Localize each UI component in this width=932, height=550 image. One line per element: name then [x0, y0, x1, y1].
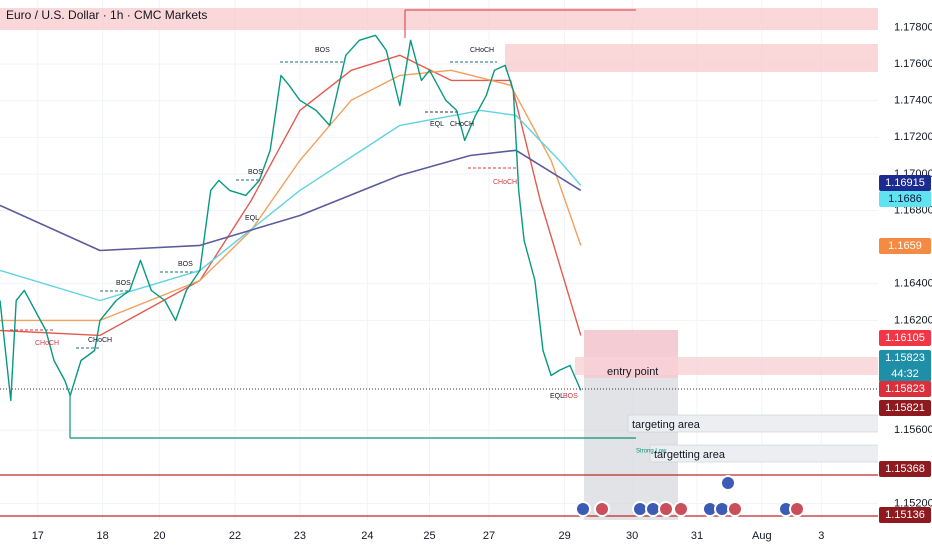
annotation: BOS — [315, 47, 330, 54]
countdown: 44:32 — [891, 368, 919, 380]
event-icon — [727, 501, 743, 517]
event-icon — [720, 475, 736, 491]
annotation: EQL — [245, 215, 259, 222]
annotation: BOS — [248, 169, 263, 176]
event-icon — [673, 501, 689, 517]
annotation: entry point — [607, 366, 658, 378]
price-label-text: 1.15368 — [885, 463, 925, 475]
y-tick-label: 1.16400 — [894, 278, 932, 290]
annotation: targeting area — [632, 419, 701, 431]
price-label — [879, 461, 931, 477]
price-label — [879, 381, 931, 397]
price-line — [0, 109, 582, 302]
annotation: CHoCH — [88, 337, 112, 344]
x-tick-label: 22 — [229, 530, 241, 542]
x-tick-label: 30 — [626, 530, 638, 542]
annotation: CHoCH — [450, 121, 474, 128]
structure-lines — [10, 61, 518, 349]
event-icon — [575, 501, 591, 517]
y-tick-label: 1.17600 — [894, 58, 932, 70]
annotation: Strong Low — [636, 449, 667, 455]
time-axis — [0, 520, 878, 550]
x-tick-label: 20 — [153, 530, 165, 542]
annotation: BOS — [178, 261, 193, 268]
price-label-text: 1.15823 — [885, 383, 925, 395]
event-icon — [714, 501, 730, 517]
x-tick-label: 29 — [558, 530, 570, 542]
x-tick-label: 3 — [818, 530, 824, 542]
annotation: targetting area — [654, 449, 726, 461]
axes: 1.178001.176001.174001.172001.170001.168… — [32, 21, 932, 542]
x-tick-label: Aug — [752, 530, 772, 542]
price-label — [879, 191, 931, 207]
annotation: BOS — [116, 280, 131, 287]
price-line — [0, 34, 582, 402]
annotation: EQL — [430, 121, 444, 128]
y-tick-label: 1.15200 — [894, 497, 932, 509]
y-tick-label: 1.16800 — [894, 204, 932, 216]
y-tick-label: 1.16200 — [894, 314, 932, 326]
annotation: EQL — [550, 393, 564, 400]
x-tick-label: 25 — [423, 530, 435, 542]
price-label-text: 1.15136 — [885, 509, 925, 521]
x-tick-label: 18 — [97, 530, 109, 542]
price-label — [879, 400, 931, 416]
price-label — [879, 175, 931, 191]
price-line — [0, 69, 582, 322]
y-tick-label: 1.17800 — [894, 21, 932, 33]
price-line — [0, 149, 582, 252]
event-icons — [575, 475, 805, 517]
price-label-text: 1.16105 — [885, 332, 925, 344]
annotation: CHoCH — [470, 47, 494, 54]
price-label — [879, 350, 931, 382]
annotation: BOS — [563, 393, 578, 400]
x-tick-label: 17 — [32, 530, 44, 542]
grid — [0, 0, 878, 520]
event-icon — [645, 501, 661, 517]
y-tick-label: 1.17400 — [894, 95, 932, 107]
price-label-text: 1.1659 — [888, 240, 922, 252]
price-label — [879, 238, 931, 254]
event-icon — [789, 501, 805, 517]
y-tick-label: 1.17200 — [894, 131, 932, 143]
price-label-text: 1.16915 — [885, 177, 925, 189]
chart-title: Euro / U.S. Dollar · 1h · CMC Markets — [6, 8, 207, 22]
annotation: CHoCH — [35, 340, 59, 347]
x-tick-label: 24 — [361, 530, 373, 542]
supply-zone — [0, 8, 885, 30]
x-tick-label: 27 — [483, 530, 495, 542]
y-tick-label: 1.15600 — [894, 424, 932, 436]
event-icon — [594, 501, 610, 517]
price-label — [879, 507, 931, 523]
event-icon — [658, 501, 674, 517]
price-label-text: 1.15823 — [885, 352, 925, 364]
x-tick-label: 23 — [294, 530, 306, 542]
price-axis — [878, 0, 932, 550]
entry-zone — [575, 357, 885, 375]
event-icon — [632, 501, 648, 517]
price-label — [879, 330, 931, 346]
price-label-text: 1.1686 — [888, 193, 922, 205]
price-label-text: 1.15821 — [885, 402, 925, 414]
supply-zone — [505, 44, 885, 72]
x-tick-label: 31 — [691, 530, 703, 542]
annotation: CHoCH — [493, 179, 517, 186]
